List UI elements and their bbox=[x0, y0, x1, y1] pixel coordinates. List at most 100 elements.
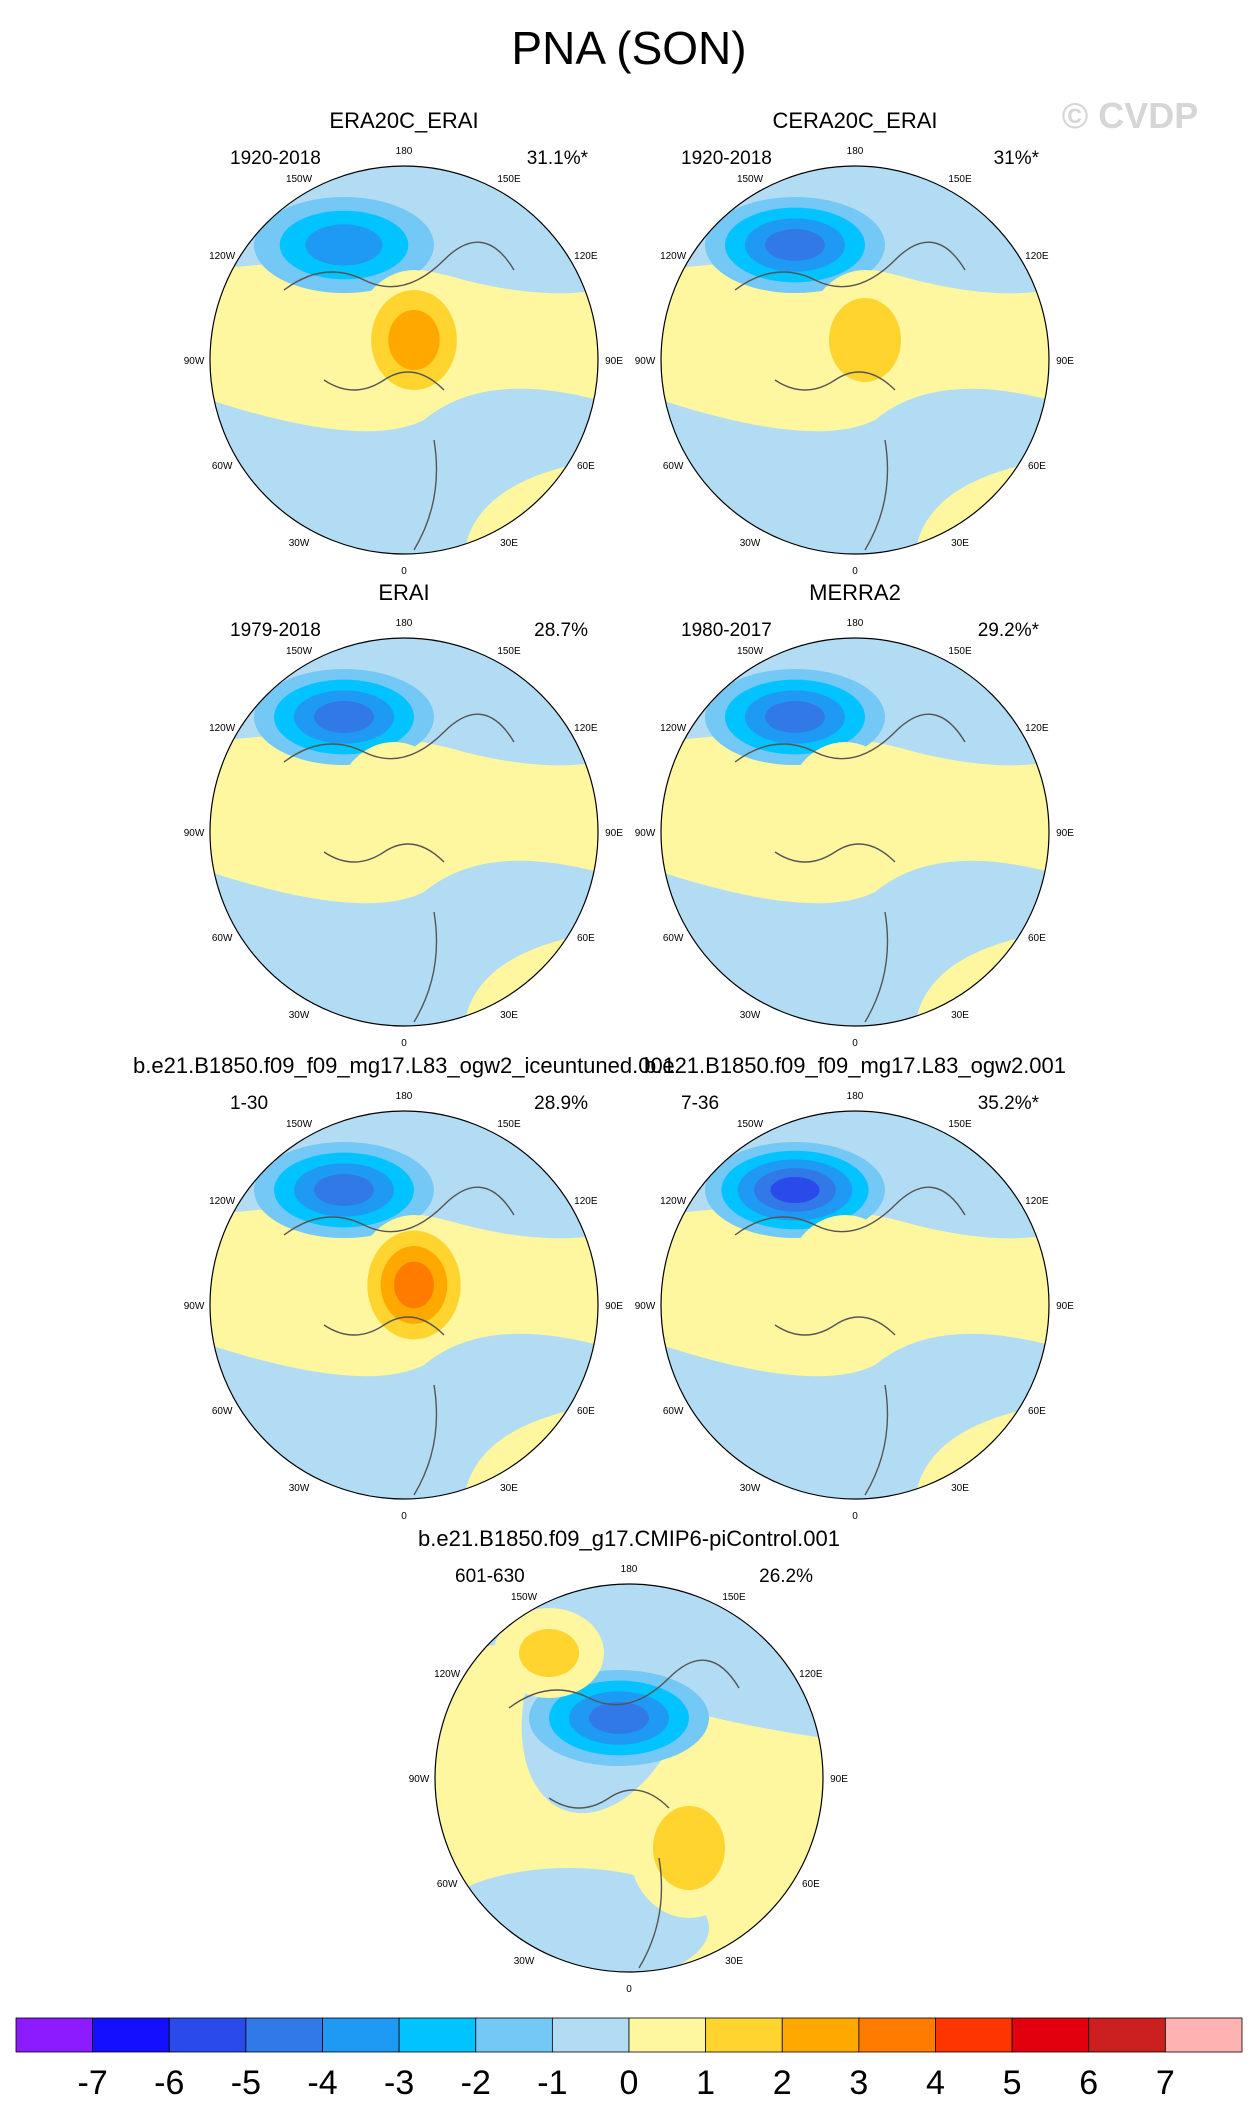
field-negative-contour bbox=[765, 229, 825, 261]
longitude-label: 90E bbox=[1056, 828, 1074, 839]
colorbar-swatch bbox=[475, 2017, 553, 2053]
panel-title: CERA20C_ERAI bbox=[772, 108, 937, 133]
colorbar-swatch bbox=[1088, 2017, 1166, 2053]
longitude-label: 0 bbox=[626, 1984, 632, 1995]
longitude-label: 60E bbox=[1028, 461, 1046, 472]
field-negative-contour bbox=[589, 1702, 649, 1734]
longitude-label: 150W bbox=[737, 646, 764, 657]
field-negative-contour bbox=[314, 701, 374, 733]
panel-period: 1920-2018 bbox=[681, 148, 772, 169]
longitude-label: 30E bbox=[725, 1956, 743, 1967]
longitude-label: 180 bbox=[396, 146, 413, 157]
panel-title: b.e21.B1850.f09_f09_mg17.L83_ogw2.001 bbox=[644, 1053, 1066, 1078]
map-field bbox=[210, 166, 598, 554]
panel-title: b.e21.B1850.f09_f09_mg17.L83_ogw2_iceunt… bbox=[133, 1053, 675, 1078]
longitude-label: 150W bbox=[286, 646, 313, 657]
longitude-label: 90W bbox=[184, 828, 205, 839]
longitude-label: 30E bbox=[951, 538, 969, 549]
colorbar-tick-label: -5 bbox=[231, 2064, 261, 2102]
colorbar-swatch bbox=[15, 2017, 94, 2053]
longitude-label: 0 bbox=[401, 566, 407, 577]
longitude-label: 90W bbox=[184, 1301, 205, 1312]
colorbar-tick-label: -1 bbox=[537, 2064, 567, 2102]
map-panel: 180 150E 120E 90E 60E 30E 0 30W 60W 90W 120W 150W b.… bbox=[133, 1053, 675, 1522]
panel-period: 1920-2018 bbox=[230, 148, 321, 169]
colorbar-swatch bbox=[628, 2017, 707, 2053]
watermark: © CVDP bbox=[1062, 95, 1199, 136]
panel-period: 7-36 bbox=[681, 1093, 719, 1114]
figure-title: PNA (SON) bbox=[511, 22, 746, 74]
colorbar-tick-label: -3 bbox=[384, 2064, 414, 2102]
colorbar-tick-label: 4 bbox=[926, 2064, 945, 2102]
longitude-label: 150E bbox=[948, 646, 972, 657]
longitude-label: 30W bbox=[740, 1010, 761, 1021]
longitude-label: 180 bbox=[621, 1564, 638, 1575]
longitude-label: 30W bbox=[740, 1483, 761, 1494]
field-positive-contour bbox=[785, 1215, 905, 1355]
map-boundary bbox=[660, 1110, 1050, 1500]
longitude-label: 60E bbox=[802, 1879, 820, 1890]
colorbar-swatch bbox=[398, 2017, 477, 2053]
coastline bbox=[734, 241, 966, 551]
longitude-label: 30E bbox=[500, 538, 518, 549]
longitude-label: 60W bbox=[212, 1406, 233, 1417]
longitude-label: 30W bbox=[514, 1956, 535, 1967]
colorbar-tick-label: 7 bbox=[1156, 2064, 1175, 2102]
map-panel: 180 150E 120E 90E 60E 30E 0 30W 60W 90W 120W 150W ER… bbox=[184, 108, 624, 577]
longitude-label: 90E bbox=[605, 828, 623, 839]
longitude-label: 30E bbox=[500, 1010, 518, 1021]
map-boundary bbox=[434, 1583, 824, 1973]
panel-variance: 28.7% bbox=[534, 620, 588, 641]
longitude-label: 120E bbox=[799, 1669, 823, 1680]
map-panel: 180 150E 120E 90E 60E 30E 0 30W 60W 90W 120W 150W CE… bbox=[635, 108, 1075, 577]
colorbar-swatch bbox=[322, 2017, 400, 2053]
field-positive-contour bbox=[334, 742, 454, 882]
longitude-label: 150W bbox=[286, 1119, 313, 1130]
map-field bbox=[661, 166, 1049, 554]
panel-variance: 35.2%* bbox=[978, 1093, 1040, 1114]
colorbar-tick-label: 2 bbox=[773, 2064, 792, 2102]
longitude-label: 120W bbox=[660, 251, 687, 262]
colorbar-swatch bbox=[935, 2017, 1013, 2053]
longitude-label: 120W bbox=[660, 1196, 687, 1207]
longitude-label: 90W bbox=[635, 828, 656, 839]
field-positive-contour bbox=[388, 310, 440, 370]
field-negative-contour bbox=[770, 1176, 820, 1204]
longitude-label: 150W bbox=[737, 1119, 764, 1130]
map-field bbox=[435, 1584, 823, 1972]
coastline bbox=[283, 1186, 515, 1496]
longitude-label: 60W bbox=[212, 461, 233, 472]
longitude-label: 60E bbox=[577, 1406, 595, 1417]
colorbar-swatch bbox=[705, 2017, 783, 2053]
longitude-label: 150E bbox=[497, 174, 521, 185]
colorbar-swatch bbox=[551, 2017, 630, 2053]
colorbar-tick-label: 5 bbox=[1003, 2064, 1022, 2102]
longitude-label: 60E bbox=[577, 461, 595, 472]
map-field bbox=[210, 638, 598, 1026]
panel-title: ERAI bbox=[378, 580, 429, 605]
colorbar-tick-label: -6 bbox=[154, 2064, 184, 2102]
map-boundary bbox=[660, 637, 1050, 1027]
longitude-label: 150W bbox=[511, 1592, 538, 1603]
coastline bbox=[508, 1659, 740, 1969]
longitude-label: 180 bbox=[396, 618, 413, 629]
longitude-label: 150E bbox=[497, 1119, 521, 1130]
longitude-label: 60W bbox=[663, 933, 684, 944]
longitude-label: 0 bbox=[401, 1038, 407, 1049]
map-panel: 180 150E 120E 90E 60E 30E 0 30W 60W 90W 120W 150W b.… bbox=[635, 1053, 1075, 1522]
longitude-label: 180 bbox=[396, 1091, 413, 1102]
longitude-label: 120E bbox=[1025, 1196, 1049, 1207]
longitude-label: 120W bbox=[660, 723, 687, 734]
longitude-label: 0 bbox=[401, 1511, 407, 1522]
longitude-label: 150E bbox=[722, 1592, 746, 1603]
field-negative-contour bbox=[314, 1174, 374, 1206]
longitude-label: 90W bbox=[184, 356, 205, 367]
panel-period: 1979-2018 bbox=[230, 620, 321, 641]
longitude-label: 60W bbox=[663, 1406, 684, 1417]
map-boundary bbox=[660, 165, 1050, 555]
panel-period: 601-630 bbox=[455, 1566, 525, 1587]
coastline bbox=[283, 713, 515, 1023]
longitude-label: 90E bbox=[1056, 1301, 1074, 1312]
colorbar-tick-label: 3 bbox=[849, 2064, 868, 2102]
map-field bbox=[661, 638, 1049, 1026]
